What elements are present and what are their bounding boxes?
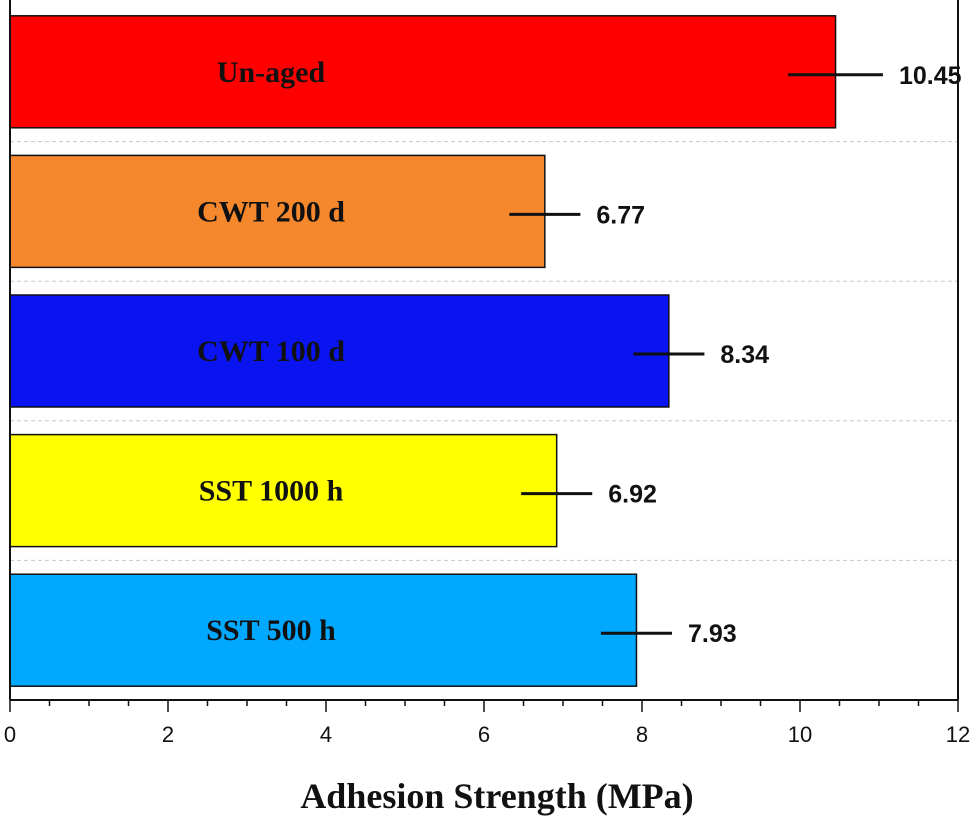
value-label: 10.45 — [899, 62, 962, 90]
value-labels: 10.45 6.77 8.34 6.92 7.93 — [596, 62, 961, 648]
x-tick-label: 4 — [320, 722, 332, 747]
x-tick-label: 12 — [946, 722, 970, 747]
value-label: 7.93 — [688, 620, 737, 648]
bars — [9, 15, 837, 687]
value-label: 8.34 — [720, 341, 769, 369]
bar-label: SST 1000 h — [199, 475, 344, 508]
bar — [9, 433, 558, 548]
x-tick-label: 8 — [636, 722, 648, 747]
x-tick-label: 6 — [478, 722, 490, 747]
x-tick-label: 0 — [4, 722, 16, 747]
x-axis-title: Adhesion Strength (MPa) — [300, 776, 693, 816]
bar — [9, 154, 546, 269]
bar-label: Un-aged — [217, 56, 326, 89]
value-label: 6.92 — [608, 481, 657, 509]
value-label: 6.77 — [596, 201, 645, 229]
bar — [9, 573, 638, 687]
bar-label: CWT 200 d — [197, 195, 345, 228]
x-ticks: 0 2 4 6 8 10 12 — [4, 700, 970, 747]
bar-labels: Un-aged CWT 200 d CWT 100 d SST 1000 h SST 5… — [197, 56, 345, 647]
bar — [9, 15, 837, 129]
error-bars — [509, 73, 883, 635]
bar-label: CWT 100 d — [197, 335, 345, 368]
x-tick-label: 2 — [162, 722, 174, 747]
bar-label: SST 500 h — [206, 614, 336, 647]
bar — [9, 294, 670, 408]
x-tick-label: 10 — [788, 722, 812, 747]
